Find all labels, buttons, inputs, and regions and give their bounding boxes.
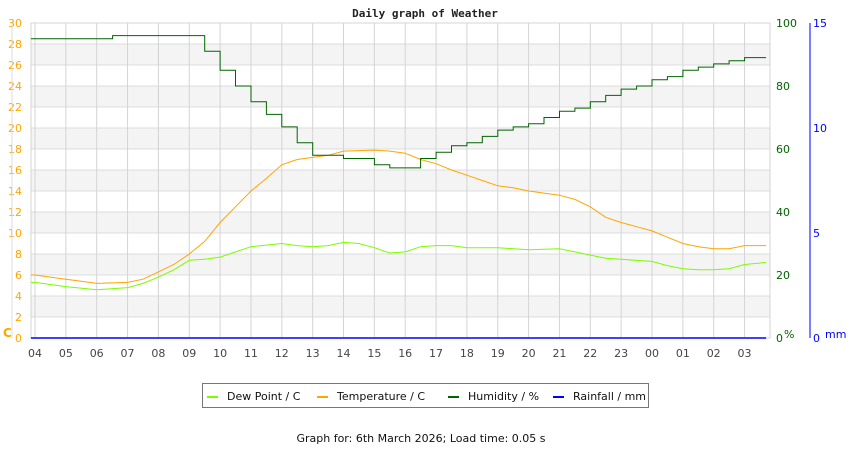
rainfall-tick-label: 5 (813, 227, 820, 240)
grid-band (31, 44, 770, 65)
humidity-tick-label: 0 (776, 332, 783, 345)
left-tick-label: 4 (15, 290, 22, 303)
x-tick-label: 12 (275, 347, 289, 360)
left-tick-label: 30 (8, 17, 22, 30)
left-tick-label: 24 (8, 80, 22, 93)
x-tick-label: 18 (460, 347, 474, 360)
rainfall-tick-label: 0 (813, 332, 820, 345)
x-tick-label: 10 (213, 347, 227, 360)
x-tick-label: 09 (182, 347, 196, 360)
x-tick-label: 22 (583, 347, 597, 360)
humidity-tick-label: 40 (776, 206, 790, 219)
legend-box (202, 383, 649, 408)
legend-label: Dew Point / C (227, 390, 301, 403)
grid-band (31, 254, 770, 275)
legend-label: Temperature / C (336, 390, 425, 403)
series-line-dew (30, 241, 767, 291)
x-tick-label: 19 (491, 347, 505, 360)
footer-text: Graph for: 6th March 2026; Load time: 0.… (296, 432, 545, 445)
x-tick-label: 16 (398, 347, 412, 360)
x-tick-label: 13 (306, 347, 320, 360)
left-tick-label: 22 (8, 101, 22, 114)
x-tick-label: 17 (429, 347, 443, 360)
left-tick-label: 6 (15, 269, 22, 282)
left-tick-label: 26 (8, 59, 22, 72)
series-line-temperature (30, 149, 767, 284)
x-tick-label: 01 (676, 347, 690, 360)
x-tick-label: 11 (244, 347, 258, 360)
x-tick-label: 05 (59, 347, 73, 360)
grid-band (31, 86, 770, 107)
x-tick-label: 07 (121, 347, 135, 360)
grid-bands (31, 44, 770, 317)
rainfall-axis-unit: mm (825, 328, 846, 341)
grid-band (31, 128, 770, 149)
x-tick-label: 03 (738, 347, 752, 360)
rainfall-tick-label: 15 (813, 17, 827, 30)
humidity-tick-label: 60 (776, 143, 790, 156)
legend: Dew Point / C Temperature / C Humidity / %… (202, 383, 649, 408)
grid-lines (30, 22, 771, 339)
grid-band (31, 170, 770, 191)
left-axis-unit: C (3, 326, 12, 340)
humidity-tick-label: 20 (776, 269, 790, 282)
grid-band (31, 296, 770, 317)
grid-band (31, 212, 770, 233)
legend-label: Humidity / % (468, 390, 539, 403)
humidity-tick-label: 80 (776, 80, 790, 93)
x-tick-label: 14 (337, 347, 351, 360)
x-tick-label: 20 (522, 347, 536, 360)
x-tick-label: 08 (151, 347, 165, 360)
x-tick-label: 02 (707, 347, 721, 360)
left-tick-label: 2 (15, 311, 22, 324)
left-tick-label: 16 (8, 164, 22, 177)
x-tick-label: 23 (614, 347, 628, 360)
left-tick-label: 18 (8, 143, 22, 156)
left-tick-label: 28 (8, 38, 22, 51)
legend-label: Rainfall / mm (573, 390, 646, 403)
rainfall-tick-label: 10 (813, 122, 827, 135)
left-tick-label: 10 (8, 227, 22, 240)
left-tick-label: 0 (15, 332, 22, 345)
left-tick-label: 8 (15, 248, 22, 261)
series-lines (30, 35, 767, 339)
left-tick-label: 20 (8, 122, 22, 135)
left-tick-label: 12 (8, 206, 22, 219)
x-tick-label: 04 (28, 347, 42, 360)
x-tick-label: 00 (645, 347, 659, 360)
x-tick-label: 15 (367, 347, 381, 360)
x-tick-label: 21 (552, 347, 566, 360)
left-tick-label: 14 (8, 185, 22, 198)
humidity-tick-label: 100 (776, 17, 797, 30)
series-line-humidity (30, 35, 767, 169)
x-tick-label: 06 (90, 347, 104, 360)
chart-title: Daily graph of Weather (352, 7, 498, 20)
humidity-axis-unit: % (784, 328, 794, 341)
